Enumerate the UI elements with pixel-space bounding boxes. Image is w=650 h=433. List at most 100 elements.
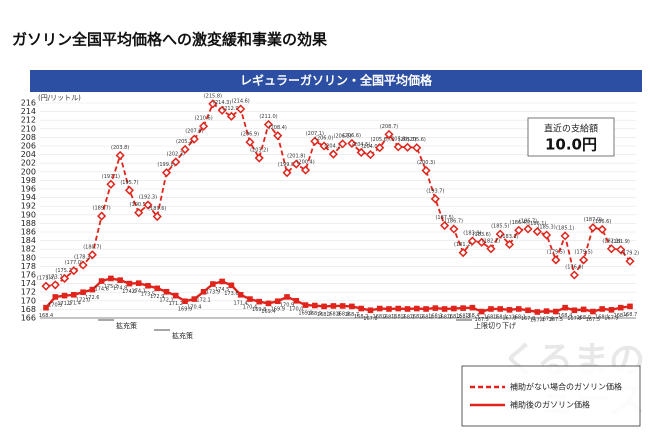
data-label: 168.2	[373, 314, 387, 320]
marker	[52, 294, 59, 300]
data-label: 175.2	[104, 284, 118, 290]
data-label: 170.0	[289, 306, 303, 312]
marker	[59, 273, 70, 284]
marker	[98, 278, 105, 284]
marker	[367, 307, 374, 314]
legend-label: 補助がない場合のガソリン価格	[510, 382, 622, 392]
data-label: 168.1	[400, 314, 414, 320]
data-label: (187.5)	[435, 215, 453, 221]
marker	[515, 306, 522, 312]
marker	[163, 288, 170, 295]
marker	[449, 224, 459, 234]
data-label: (185.5)	[491, 224, 509, 230]
marker	[61, 292, 68, 299]
data-label: 167.5	[586, 317, 600, 323]
data-label: 168.2	[410, 314, 424, 320]
marker	[87, 250, 97, 260]
data-label: 169.4	[261, 309, 275, 315]
y-tick-label: 190	[21, 210, 36, 219]
data-label: (189.6)	[148, 206, 166, 212]
data-label: 172.0	[76, 298, 90, 304]
marker	[328, 149, 338, 159]
data-label: (207.6)	[185, 129, 203, 135]
data-label: 172.9	[150, 294, 164, 300]
marker	[553, 308, 559, 315]
data-label: 167.6	[539, 317, 553, 323]
marker	[189, 134, 199, 144]
data-label: (203.8)	[111, 145, 129, 151]
marker	[562, 304, 568, 311]
data-label: 168.8	[335, 311, 349, 317]
data-label: (193.7)	[426, 188, 444, 194]
y-tick-label: 194	[21, 193, 36, 202]
marker	[588, 223, 598, 233]
annotation: 拡充策	[172, 331, 193, 340]
data-label: 167.8	[363, 316, 377, 322]
banner	[30, 70, 642, 92]
marker	[172, 292, 179, 299]
data-label: (208.4)	[269, 125, 287, 131]
data-label: (215.8)	[204, 93, 222, 99]
y-tick-label: 192	[21, 202, 36, 211]
data-label: 174.6	[94, 287, 108, 293]
marker	[451, 305, 457, 312]
data-label: (210.6)	[194, 116, 212, 122]
marker	[460, 305, 466, 311]
y-tick-label: 184	[21, 236, 36, 245]
marker	[504, 239, 515, 250]
marker	[597, 224, 607, 234]
data-label: 168.0	[576, 315, 590, 321]
data-label: (181.2)	[454, 242, 472, 248]
data-label: 172.1	[196, 297, 210, 303]
data-label: 168.7	[623, 312, 637, 318]
data-label: 173.6	[224, 291, 238, 297]
marker	[606, 244, 617, 254]
data-label: (211.0)	[259, 114, 277, 120]
data-label: 168.2	[391, 314, 405, 320]
data-label: (182.1)	[482, 238, 500, 244]
marker	[293, 298, 300, 304]
marker	[210, 281, 216, 287]
y-tick-label: 200	[21, 167, 36, 176]
data-label: 168.1	[419, 314, 433, 320]
data-label: (205.2)	[176, 139, 194, 145]
marker	[43, 304, 49, 311]
data-label: (208.7)	[380, 124, 398, 130]
marker	[284, 294, 290, 300]
data-label: 168.1	[493, 314, 507, 320]
data-label: (192.3)	[139, 194, 157, 200]
marker	[50, 280, 60, 290]
marker	[356, 147, 366, 158]
marker	[532, 227, 542, 237]
marker	[199, 121, 209, 131]
data-label: (190.5)	[130, 202, 148, 208]
data-label: 171.2	[57, 301, 71, 307]
marker	[154, 285, 161, 292]
data-label: 168.2	[447, 314, 461, 320]
data-label: (186.1)	[528, 221, 546, 227]
data-label: 173.9	[206, 290, 220, 296]
marker	[217, 105, 227, 115]
data-label: (200.3)	[417, 160, 435, 166]
marker	[458, 248, 468, 258]
data-label: 169.8	[252, 307, 266, 313]
marker	[80, 289, 86, 295]
marker	[265, 300, 272, 307]
y-tick-label: 172	[21, 288, 36, 297]
marker	[404, 306, 411, 312]
data-label: 171.2	[169, 301, 183, 307]
marker	[534, 309, 541, 315]
marker	[108, 275, 114, 282]
marker	[254, 153, 264, 163]
marker	[145, 282, 151, 289]
marker	[71, 291, 77, 298]
data-label: 168.4	[39, 313, 53, 319]
marker	[237, 291, 244, 298]
data-label: 174.0	[122, 289, 136, 295]
marker	[126, 280, 133, 287]
data-label: (176.0)	[565, 265, 583, 271]
marker	[478, 308, 485, 315]
marker	[339, 303, 346, 309]
